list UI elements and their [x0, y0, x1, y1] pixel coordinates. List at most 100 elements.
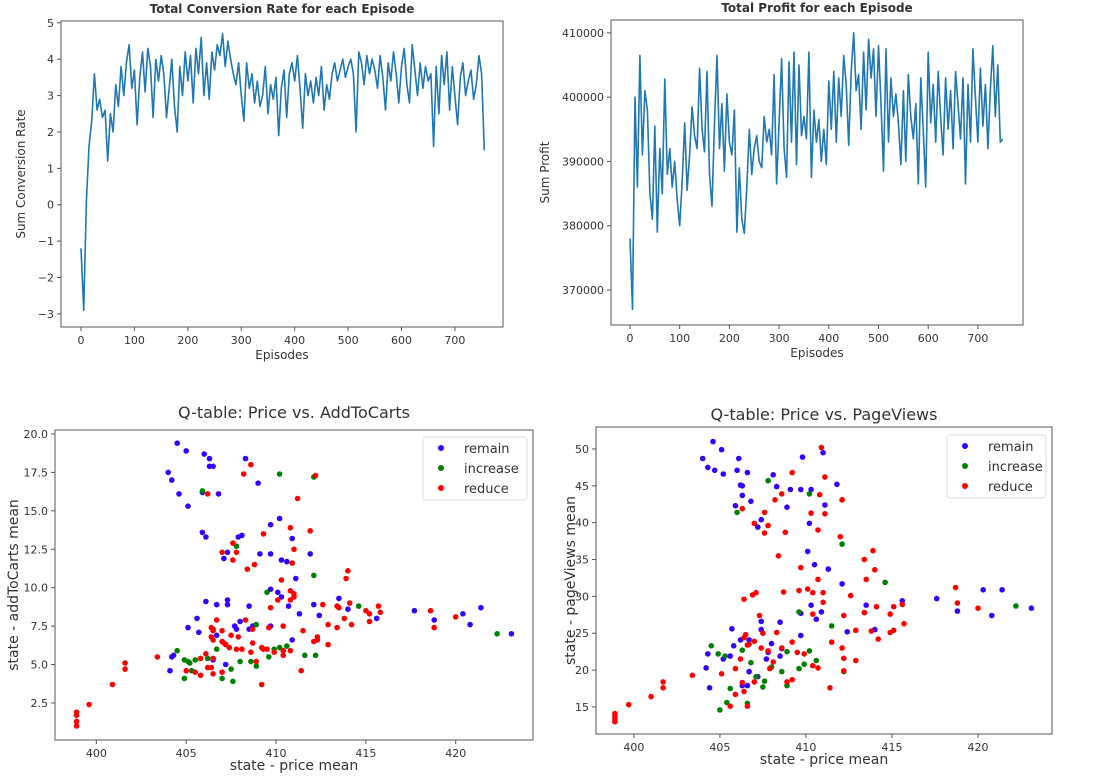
y-tick-label: 2.5 [31, 697, 49, 710]
point-reduce [154, 654, 161, 660]
point-remain [345, 606, 351, 612]
point-reduce [210, 671, 216, 677]
y-tick-label: 4 [47, 53, 54, 66]
point-increase [237, 658, 243, 665]
point-increase [174, 647, 180, 654]
x-tick-label: 300 [231, 334, 252, 347]
point-remain [839, 581, 845, 587]
point-reduce [73, 718, 80, 725]
point-remain [213, 601, 220, 608]
point-reduce [815, 527, 821, 533]
y-tick-label: 45 [575, 480, 589, 493]
point-remain [736, 455, 742, 462]
point-remain [194, 615, 200, 622]
point-remain [844, 629, 850, 635]
y-tick-label: 35 [575, 554, 589, 567]
x-axis-label: state - price mean [230, 758, 358, 774]
point-reduce [251, 561, 258, 568]
y-tick-label: 7.5 [31, 620, 49, 633]
point-reduce [737, 656, 744, 662]
point-increase [276, 471, 283, 477]
point-reduce [239, 646, 245, 652]
point-increase [761, 678, 768, 684]
point-increase [760, 684, 766, 690]
point-increase [187, 660, 193, 666]
point-remain [799, 454, 806, 460]
x-tick-label: 400 [623, 741, 644, 754]
point-reduce [325, 621, 331, 628]
point-increase [264, 589, 270, 596]
point-reduce [260, 531, 267, 537]
point-reduce [741, 596, 747, 603]
x-tick-label: 200 [177, 334, 198, 347]
point-reduce [868, 628, 875, 634]
point-reduce [839, 645, 845, 651]
point-remain [703, 665, 709, 671]
point-reduce [760, 630, 766, 636]
point-reduce [210, 627, 216, 634]
series-increase [174, 471, 500, 685]
point-reduce [804, 586, 811, 592]
point-reduce [818, 444, 825, 451]
point-remain [732, 502, 739, 509]
point-remain [239, 532, 245, 539]
point-reduce [822, 511, 828, 517]
point-increase [302, 652, 308, 659]
point-reduce [775, 553, 782, 559]
point-reduce [727, 703, 733, 709]
point-reduce [204, 491, 211, 497]
y-tick-label: 5 [47, 17, 54, 30]
point-increase [253, 621, 260, 628]
point-increase [266, 654, 272, 660]
y-tick-label: 1 [47, 162, 54, 175]
point-reduce [765, 522, 771, 529]
point-reduce [815, 576, 821, 583]
point-increase [796, 609, 802, 615]
axes-frame [60, 20, 504, 328]
point-increase [727, 685, 733, 692]
point-reduce [291, 594, 297, 600]
legend-label-increase: increase [464, 462, 519, 477]
point-increase [717, 707, 723, 713]
legend-label-increase: increase [988, 460, 1043, 475]
point-reduce [300, 627, 306, 634]
point-increase [181, 675, 188, 682]
point-reduce [334, 624, 340, 631]
point-remain [221, 555, 227, 562]
point-remain [711, 467, 718, 474]
point-reduce [853, 627, 859, 634]
point-reduce [744, 703, 751, 709]
y-tick-label: −1 [38, 235, 54, 248]
point-remain [278, 557, 285, 563]
point-remain [748, 498, 754, 505]
point-reduce [343, 575, 349, 582]
point-remain [710, 438, 716, 445]
x-axis-label: state - price mean [760, 752, 888, 768]
point-reduce [240, 471, 247, 477]
point-remain [954, 608, 961, 614]
point-increase [724, 699, 730, 706]
point-remain [699, 455, 706, 462]
point-reduce [887, 611, 893, 617]
y-tick-label: 50 [575, 443, 589, 456]
y-tick-label: 15.0 [24, 505, 49, 518]
y-axis-label: state - addToCarts mean [6, 499, 22, 671]
point-reduce [841, 612, 847, 619]
x-tick-label: 600 [391, 334, 412, 347]
legend-label-remain: remain [988, 440, 1034, 455]
point-remain [267, 551, 274, 557]
point-reduce [739, 679, 746, 686]
legend-label-reduce: reduce [988, 480, 1033, 495]
point-remain [185, 624, 191, 631]
point-increase [494, 631, 500, 637]
legend-marker-increase [438, 465, 444, 471]
point-reduce [258, 681, 265, 688]
y-tick-label: 370000 [562, 284, 604, 297]
point-reduce [841, 655, 847, 662]
point-remain [373, 615, 380, 622]
y-tick-label: 20.0 [24, 428, 49, 441]
point-reduce [294, 495, 301, 502]
point-remain [746, 668, 752, 675]
x-axis-label: Episodes [255, 348, 308, 362]
point-reduce [267, 604, 274, 611]
